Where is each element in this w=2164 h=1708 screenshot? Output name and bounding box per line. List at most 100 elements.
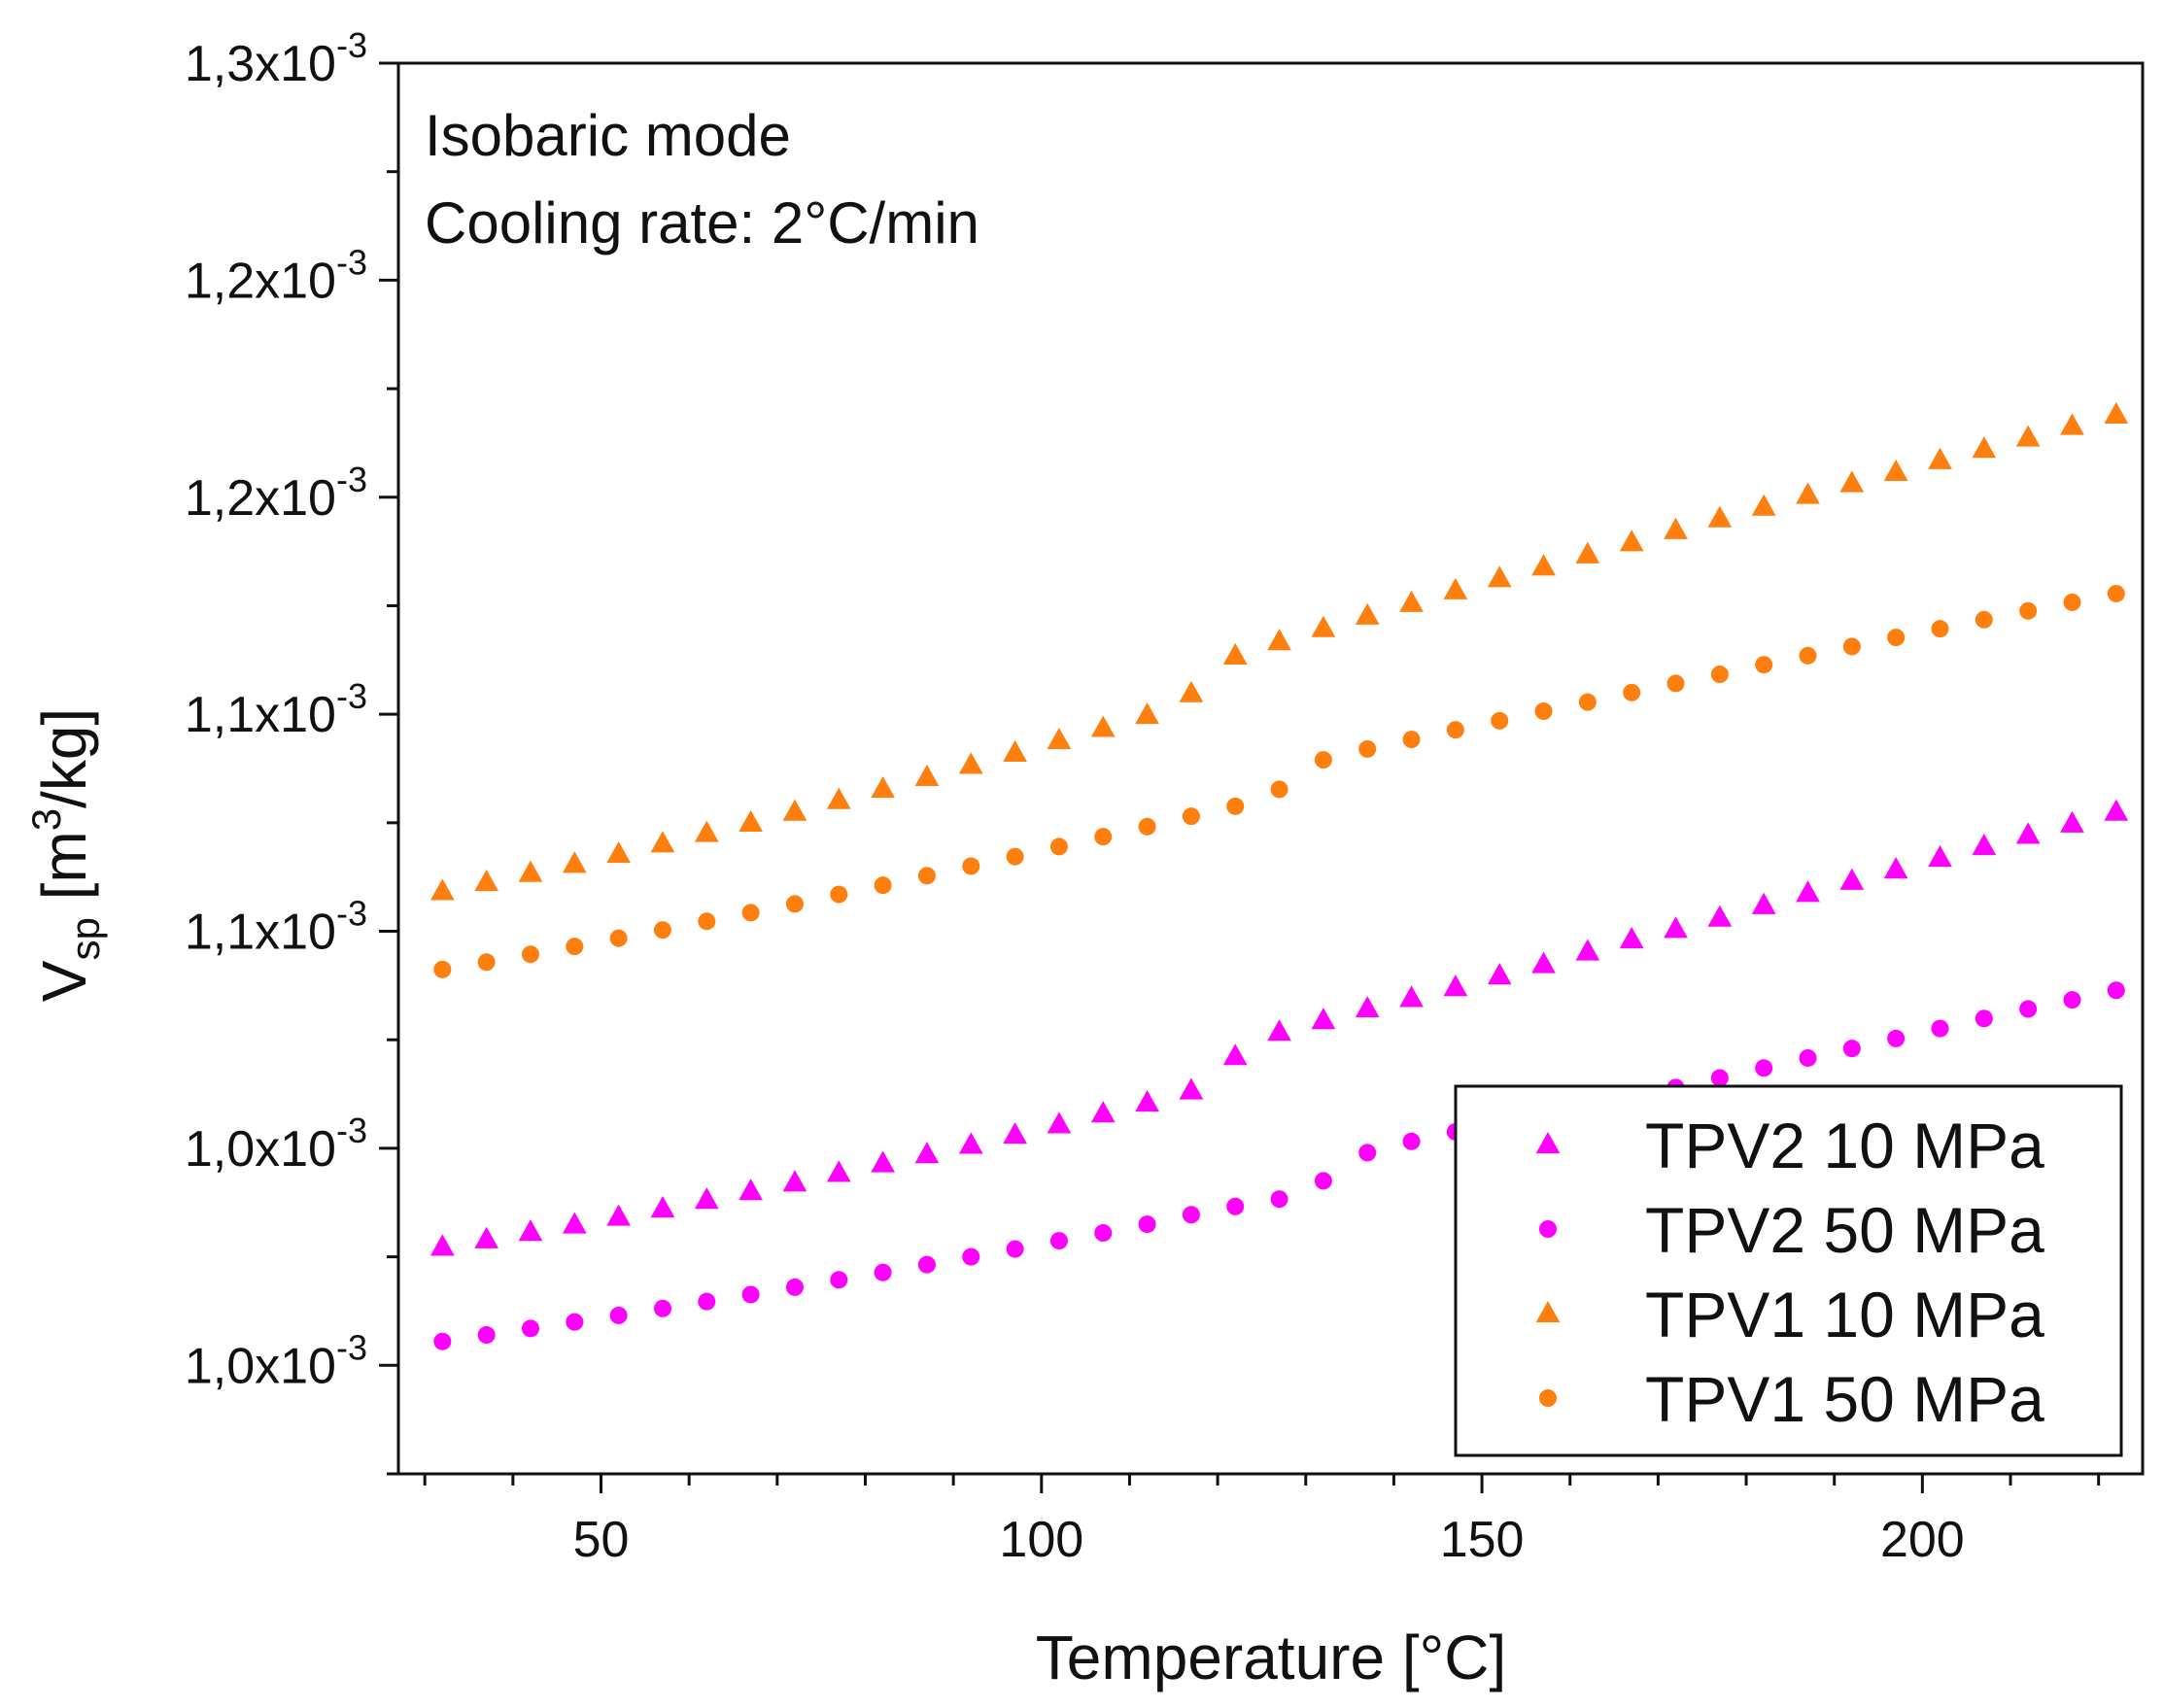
- data-point: [562, 1212, 587, 1234]
- data-point: [1226, 797, 1245, 815]
- data-point: [433, 960, 452, 978]
- data-point: [2060, 413, 2084, 435]
- y-axis-title-close: /kg]: [29, 708, 99, 808]
- data-point: [962, 1247, 980, 1266]
- data-point: [1355, 996, 1380, 1018]
- data-point: [429, 878, 455, 901]
- data-point: [1710, 1069, 1729, 1087]
- data-point: [1182, 1206, 1200, 1224]
- data-point: [1531, 554, 1556, 576]
- data-point: [1796, 482, 1820, 504]
- data-point: [1003, 1122, 1027, 1144]
- x-tick-label: 100: [999, 1512, 1083, 1568]
- data-point: [1931, 620, 1949, 638]
- data-point: [1138, 817, 1156, 836]
- data-point: [1487, 963, 1512, 985]
- data-point: [1578, 693, 1597, 711]
- data-point: [653, 1299, 671, 1317]
- data-point: [1355, 602, 1380, 625]
- data-point: [1883, 857, 1908, 879]
- x-tick-label: 150: [1440, 1512, 1525, 1568]
- data-point: [1402, 1132, 1421, 1150]
- data-point: [1619, 529, 1644, 552]
- legend-label: TPV2 10 MPa: [1645, 1110, 2044, 1181]
- data-point: [1399, 590, 1424, 612]
- data-point: [830, 885, 848, 904]
- data-point: [782, 799, 807, 821]
- data-point: [2015, 822, 2041, 844]
- data-point: [1222, 642, 1248, 665]
- data-point: [698, 1292, 716, 1311]
- data-point: [2063, 593, 2081, 611]
- data-point: [826, 787, 851, 809]
- data-point: [785, 1278, 804, 1296]
- data-point: [1270, 1190, 1288, 1209]
- y-tick-exponent: -3: [336, 676, 367, 716]
- data-point: [1842, 637, 1861, 656]
- data-point: [1267, 629, 1291, 651]
- data-point: [871, 1150, 895, 1173]
- legend-marker: [1535, 1301, 1561, 1323]
- data-point: [1883, 459, 1908, 481]
- y-axis-title: Vsp [m3/kg]: [23, 708, 108, 1002]
- data-point: [1796, 880, 1820, 903]
- data-point: [1006, 1240, 1024, 1258]
- y-tick-label: 1,3x10-3: [185, 25, 367, 92]
- data-point: [609, 929, 628, 947]
- axes: 50 100 150 2001,0x10-31,0x10-31,1x10-31,1x1…: [185, 25, 2145, 1568]
- legend-label: TPV1 10 MPa: [1645, 1279, 2044, 1350]
- y-axis-title-sub: sp: [62, 917, 108, 960]
- data-point: [1402, 731, 1421, 749]
- data-point: [1531, 951, 1556, 974]
- data-point: [1839, 868, 1865, 890]
- data-point: [606, 841, 631, 864]
- data-point: [474, 1226, 499, 1248]
- legend-label: TPV2 50 MPa: [1645, 1194, 2044, 1266]
- plot-frame: [396, 61, 2145, 1476]
- data-point: [2015, 425, 2041, 447]
- data-point: [1707, 905, 1733, 927]
- data-point: [958, 752, 983, 774]
- data-point: [917, 867, 936, 885]
- data-point: [739, 809, 763, 832]
- legend-item: TPV1 10 MPa: [1535, 1279, 2044, 1350]
- data-point: [917, 1255, 936, 1274]
- data-point: [1311, 615, 1336, 637]
- data-point: [698, 912, 716, 931]
- y-tick-mantissa: 1,2x10: [185, 470, 336, 527]
- y-axis-title-main: V: [29, 960, 99, 1002]
- data-point: [474, 870, 499, 892]
- data-point: [1799, 1048, 1817, 1067]
- data-point: [2107, 981, 2125, 1000]
- data-point: [650, 831, 675, 853]
- data-point: [1928, 447, 1952, 469]
- data-point: [429, 1234, 455, 1256]
- data-point: [1006, 847, 1024, 866]
- data-point: [741, 1285, 760, 1304]
- y-tick-exponent: -3: [336, 1110, 367, 1150]
- y-tick-exponent: -3: [336, 460, 367, 499]
- data-point: [1575, 541, 1600, 564]
- data-point: [1314, 1172, 1332, 1190]
- data-point: [874, 876, 892, 895]
- legend-item: TPV2 10 MPa: [1535, 1110, 2044, 1181]
- data-point: [1443, 577, 1468, 599]
- data-point: [477, 953, 496, 972]
- data-point: [433, 1332, 452, 1350]
- data-point: [871, 775, 895, 799]
- data-point: [826, 1160, 851, 1182]
- data-point: [1975, 1009, 1993, 1028]
- data-point: [1487, 565, 1512, 588]
- data-point: [566, 1313, 584, 1331]
- data-point: [1047, 727, 1072, 750]
- data-point: [2107, 584, 2125, 602]
- legend-marker: [1539, 1220, 1557, 1238]
- y-tick-exponent: -3: [336, 1327, 367, 1367]
- series-tpv1-10-mpa: [429, 401, 2129, 901]
- data-point: [1222, 1043, 1248, 1066]
- data-point: [2019, 1000, 2038, 1018]
- data-point: [566, 938, 584, 956]
- series-tpv1-50-mpa: [433, 584, 2125, 978]
- data-point: [1003, 739, 1027, 763]
- x-tick-label: 50: [573, 1512, 630, 1568]
